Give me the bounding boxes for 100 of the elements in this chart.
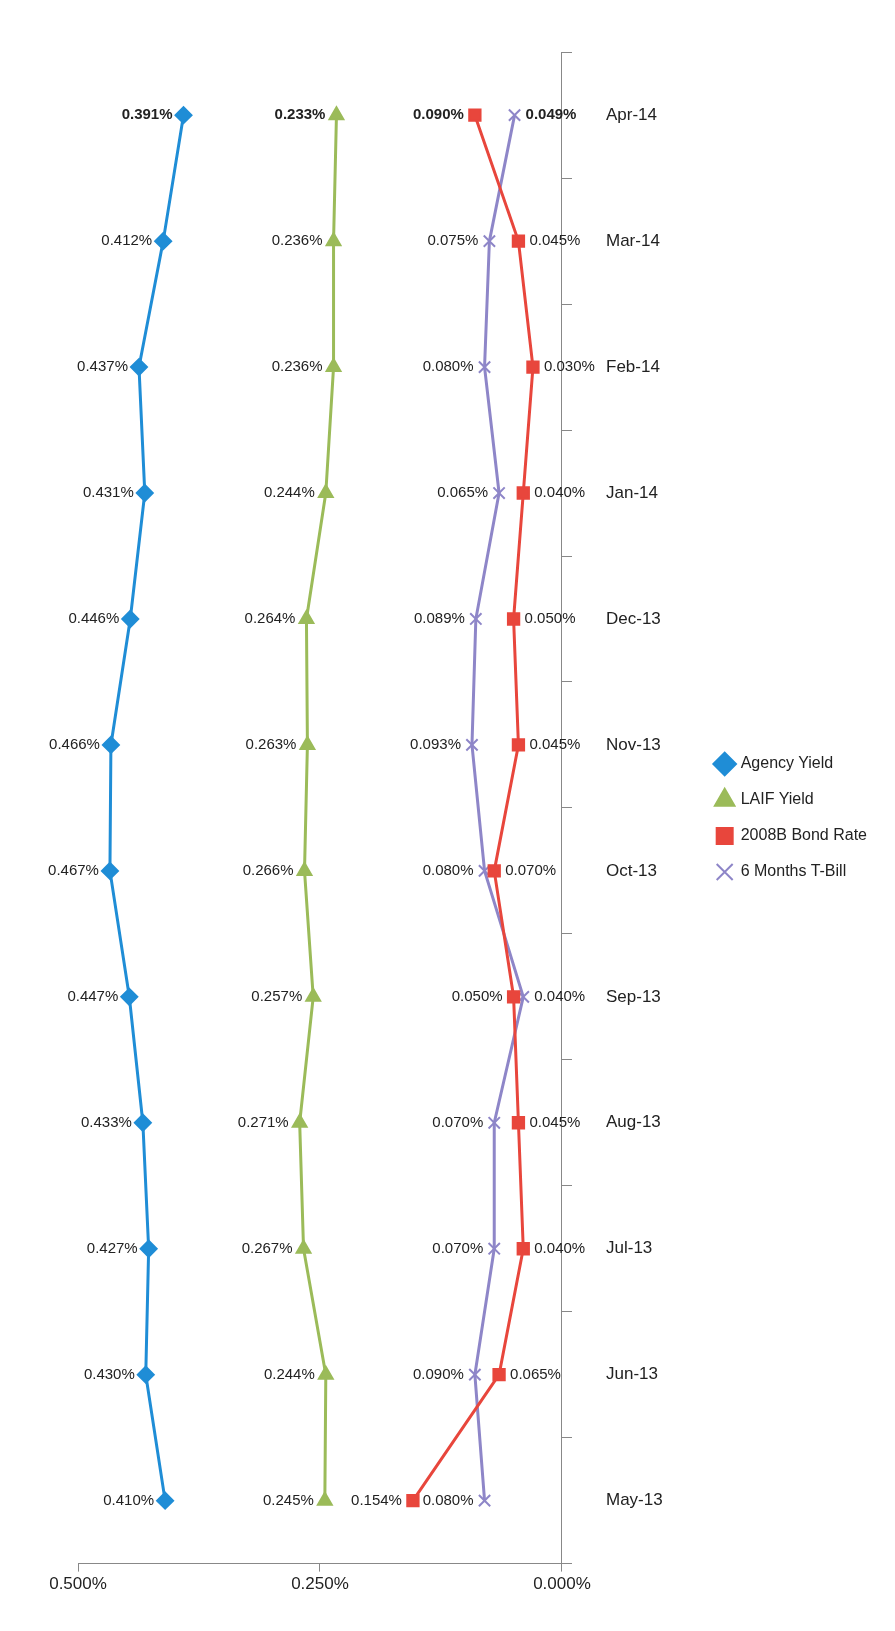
- data-label: 0.430%: [83, 1364, 135, 1382]
- data-label: 0.244%: [263, 483, 315, 501]
- y-tick-label: Feb-14: [605, 356, 660, 376]
- point: [506, 612, 521, 626]
- y-tick-label: Mar-14: [605, 230, 660, 250]
- data-label: 0.412%: [101, 231, 153, 249]
- point: [139, 1239, 158, 1258]
- legend-label: 2008B Bond Rate: [740, 826, 868, 844]
- data-label: 0.075%: [427, 231, 479, 249]
- legend-label: LAIF Yield: [740, 790, 814, 808]
- data-label: 0.264%: [244, 609, 296, 627]
- point: [526, 360, 540, 374]
- data-label: 0.089%: [413, 609, 465, 627]
- point: [507, 108, 522, 122]
- x-tick-label: 0.250%: [291, 1574, 349, 1594]
- legend-label: Agency Yield: [740, 754, 834, 772]
- point: [516, 1242, 530, 1256]
- point: [511, 738, 526, 752]
- data-label: 0.050%: [524, 609, 576, 627]
- point: [325, 358, 342, 373]
- data-label: 0.080%: [422, 1490, 474, 1508]
- data-label: 0.431%: [82, 483, 134, 501]
- point: [174, 106, 193, 125]
- data-label: 0.446%: [68, 609, 120, 627]
- y-tick-label: Aug-13: [605, 1112, 661, 1132]
- y-tick-label: Dec-13: [605, 608, 661, 628]
- data-label: 0.257%: [251, 986, 303, 1004]
- y-tick-label: May-13: [605, 1490, 663, 1510]
- point: [465, 738, 479, 752]
- point: [136, 1365, 155, 1384]
- data-label: 0.050%: [451, 986, 503, 1004]
- data-label: 0.080%: [422, 861, 474, 879]
- point: [325, 232, 342, 247]
- point: [511, 1116, 526, 1130]
- x-tick-label: 0.000%: [533, 1574, 591, 1594]
- point: [468, 1368, 482, 1382]
- data-label: 0.437%: [77, 357, 128, 375]
- point: [487, 1242, 501, 1256]
- data-label: 0.244%: [263, 1364, 315, 1382]
- point: [492, 486, 506, 500]
- point: [492, 1368, 506, 1382]
- data-label: 0.065%: [437, 483, 489, 501]
- y-tick-label: Jul-13: [605, 1238, 653, 1258]
- y-tick-label: Oct-13: [605, 860, 658, 880]
- data-label: 0.266%: [242, 861, 294, 879]
- point: [511, 234, 526, 248]
- point: [328, 106, 345, 121]
- y-tick-label: Apr-14: [605, 104, 658, 124]
- point: [506, 990, 521, 1004]
- data-label: 0.447%: [67, 986, 119, 1004]
- data-label: 0.267%: [241, 1238, 293, 1256]
- point: [516, 486, 530, 500]
- point: [487, 864, 501, 878]
- data-label: 0.040%: [534, 1238, 586, 1256]
- point: [469, 612, 483, 626]
- data-label: 0.045%: [529, 231, 581, 249]
- point: [156, 1491, 175, 1510]
- point: [154, 232, 173, 251]
- x-tick-label: 0.500%: [49, 1574, 107, 1594]
- point: [129, 358, 148, 377]
- point: [135, 484, 154, 503]
- data-label: 0.040%: [534, 986, 586, 1004]
- data-label: 0.065%: [510, 1364, 561, 1382]
- point: [477, 1493, 492, 1508]
- point: [468, 108, 482, 122]
- data-label: 0.466%: [49, 735, 100, 753]
- point: [120, 987, 139, 1006]
- data-label: 0.093%: [410, 735, 461, 753]
- data-label: 0.236%: [271, 231, 323, 249]
- data-label: 0.154%: [351, 1490, 402, 1508]
- point: [100, 861, 119, 880]
- data-label: 0.263%: [245, 735, 297, 753]
- data-label: 0.245%: [262, 1490, 314, 1508]
- data-label: 0.236%: [271, 357, 323, 375]
- data-label: 0.040%: [534, 483, 586, 501]
- legend-label: 6 Months T-Bill: [740, 862, 847, 880]
- data-label: 0.070%: [432, 1112, 484, 1130]
- point: [133, 1113, 152, 1132]
- y-tick-label: Jun-13: [605, 1364, 658, 1384]
- data-label: 0.045%: [529, 1112, 581, 1130]
- data-label: 0.090%: [413, 105, 464, 123]
- data-label: 0.070%: [432, 1238, 484, 1256]
- data-label: 0.045%: [529, 735, 581, 753]
- data-label: 0.410%: [103, 1490, 155, 1508]
- data-label: 0.391%: [121, 105, 173, 123]
- data-label: 0.427%: [86, 1238, 138, 1256]
- data-label: 0.090%: [413, 1364, 464, 1382]
- y-tick-label: Nov-13: [605, 734, 661, 754]
- point: [406, 1493, 420, 1508]
- y-tick-label: Jan-14: [605, 482, 658, 502]
- point: [101, 735, 120, 754]
- data-label: 0.233%: [274, 105, 326, 123]
- point: [477, 360, 492, 374]
- point: [317, 484, 334, 499]
- point: [487, 1116, 501, 1130]
- point: [121, 609, 140, 628]
- point: [482, 234, 497, 248]
- data-label: 0.030%: [543, 357, 595, 375]
- data-label: 0.070%: [505, 861, 557, 879]
- data-label: 0.049%: [525, 105, 577, 123]
